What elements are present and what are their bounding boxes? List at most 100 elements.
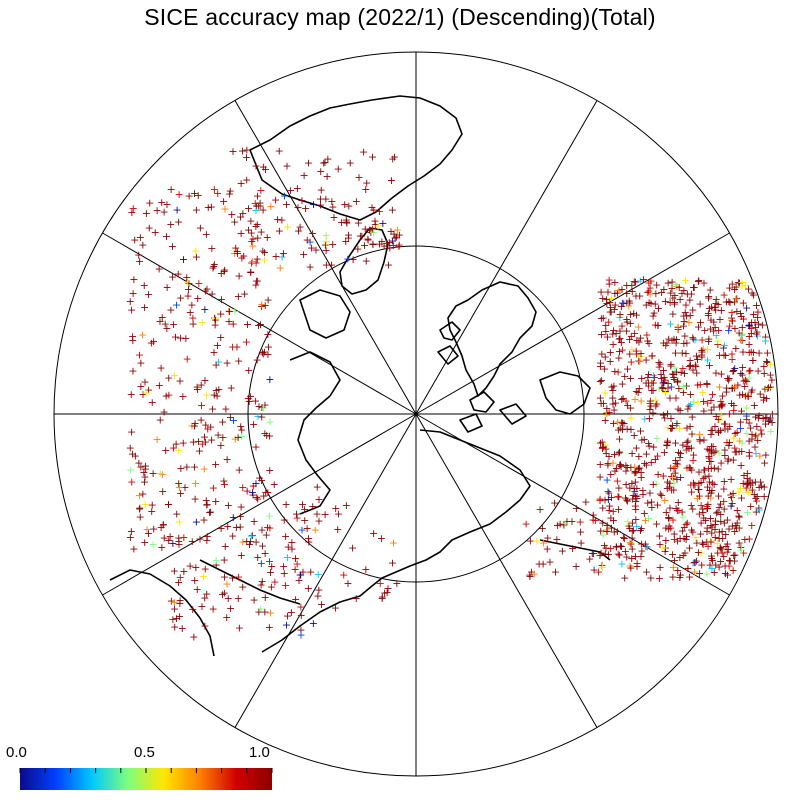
accuracy-marker: + — [185, 189, 194, 202]
accuracy-marker: + — [577, 537, 586, 550]
accuracy-marker: + — [236, 177, 245, 190]
accuracy-marker: + — [712, 507, 721, 520]
accuracy-marker: + — [761, 335, 770, 348]
accuracy-marker: + — [631, 276, 640, 289]
accuracy-marker: + — [599, 397, 608, 410]
accuracy-marker: + — [723, 372, 732, 385]
accuracy-marker: + — [679, 380, 688, 393]
accuracy-marker: + — [343, 577, 352, 590]
accuracy-marker: + — [130, 234, 139, 247]
accuracy-marker: + — [251, 159, 260, 172]
accuracy-marker: + — [301, 202, 310, 215]
accuracy-marker: + — [729, 399, 738, 412]
accuracy-marker: + — [613, 365, 622, 378]
accuracy-marker: + — [328, 238, 337, 251]
accuracy-marker: + — [736, 367, 745, 380]
accuracy-marker: + — [314, 568, 323, 581]
accuracy-marker: + — [609, 379, 618, 392]
accuracy-marker: + — [202, 283, 211, 296]
accuracy-marker: + — [732, 446, 741, 459]
accuracy-marker: + — [703, 354, 712, 367]
accuracy-marker: + — [710, 420, 719, 433]
accuracy-marker: + — [716, 508, 725, 521]
accuracy-marker: + — [651, 287, 660, 300]
accuracy-marker: + — [716, 395, 725, 408]
accuracy-marker: + — [767, 373, 776, 386]
accuracy-marker: + — [739, 312, 748, 325]
accuracy-marker: + — [752, 326, 761, 339]
accuracy-marker: + — [667, 422, 676, 435]
accuracy-marker: + — [202, 534, 211, 547]
accuracy-marker: + — [596, 391, 605, 404]
accuracy-marker: + — [234, 354, 243, 367]
accuracy-marker: + — [251, 197, 260, 210]
accuracy-marker: + — [602, 447, 611, 460]
accuracy-marker: + — [625, 482, 634, 495]
accuracy-marker: + — [297, 523, 306, 536]
accuracy-marker: + — [293, 201, 302, 214]
accuracy-marker: + — [673, 375, 682, 388]
accuracy-marker: + — [722, 381, 731, 394]
accuracy-marker: + — [698, 537, 707, 550]
accuracy-marker: + — [156, 521, 165, 534]
accuracy-marker: + — [628, 542, 637, 555]
accuracy-marker: + — [629, 307, 638, 320]
accuracy-marker: + — [219, 265, 228, 278]
accuracy-marker: + — [158, 311, 167, 324]
accuracy-marker: + — [294, 574, 303, 587]
accuracy-marker: + — [348, 253, 357, 266]
accuracy-marker: + — [635, 355, 644, 368]
accuracy-marker: + — [627, 552, 636, 565]
accuracy-marker: + — [667, 470, 676, 483]
accuracy-marker: + — [697, 344, 706, 357]
accuracy-marker: + — [521, 517, 530, 530]
accuracy-marker: + — [704, 335, 713, 348]
accuracy-marker: + — [715, 400, 724, 413]
accuracy-marker: + — [280, 514, 289, 527]
eurasia-coastline — [249, 95, 463, 221]
accuracy-marker: + — [613, 474, 622, 487]
accuracy-marker: + — [715, 313, 724, 326]
accuracy-marker: + — [706, 512, 715, 525]
accuracy-marker: + — [749, 346, 758, 359]
accuracy-marker: + — [637, 466, 646, 479]
accuracy-marker: + — [722, 386, 731, 399]
greenland-coastline — [447, 281, 537, 397]
accuracy-marker: + — [745, 364, 754, 377]
accuracy-marker: + — [260, 246, 269, 259]
accuracy-marker: + — [682, 310, 691, 323]
accuracy-marker: + — [729, 364, 738, 377]
accuracy-marker: + — [323, 153, 332, 166]
accuracy-marker: + — [219, 195, 228, 208]
accuracy-marker: + — [734, 536, 743, 549]
accuracy-marker: + — [622, 493, 631, 506]
accuracy-marker: + — [596, 375, 605, 388]
accuracy-marker: + — [750, 399, 759, 412]
accuracy-marker: + — [174, 532, 183, 545]
accuracy-marker: + — [644, 512, 653, 525]
accuracy-marker: + — [613, 286, 622, 299]
accuracy-marker: + — [140, 279, 149, 292]
accuracy-marker: + — [754, 481, 763, 494]
accuracy-marker: + — [631, 290, 640, 303]
accuracy-marker: + — [616, 458, 625, 471]
accuracy-marker: + — [641, 540, 650, 553]
accuracy-marker: + — [147, 336, 156, 349]
accuracy-marker: + — [174, 535, 183, 548]
accuracy-marker: + — [244, 202, 253, 215]
accuracy-marker: + — [714, 324, 723, 337]
accuracy-marker: + — [681, 274, 690, 287]
accuracy-marker: + — [532, 534, 541, 547]
accuracy-marker: + — [179, 253, 188, 266]
accuracy-marker: + — [717, 367, 726, 380]
accuracy-marker: + — [694, 483, 703, 496]
accuracy-marker: + — [636, 425, 645, 438]
accuracy-marker: + — [227, 381, 236, 394]
accuracy-marker: + — [308, 500, 317, 513]
accuracy-marker: + — [601, 386, 610, 399]
accuracy-marker: + — [596, 285, 605, 298]
accuracy-marker: + — [634, 336, 643, 349]
accuracy-marker: + — [672, 417, 681, 430]
accuracy-marker: + — [596, 360, 605, 373]
accuracy-marker: + — [727, 348, 736, 361]
